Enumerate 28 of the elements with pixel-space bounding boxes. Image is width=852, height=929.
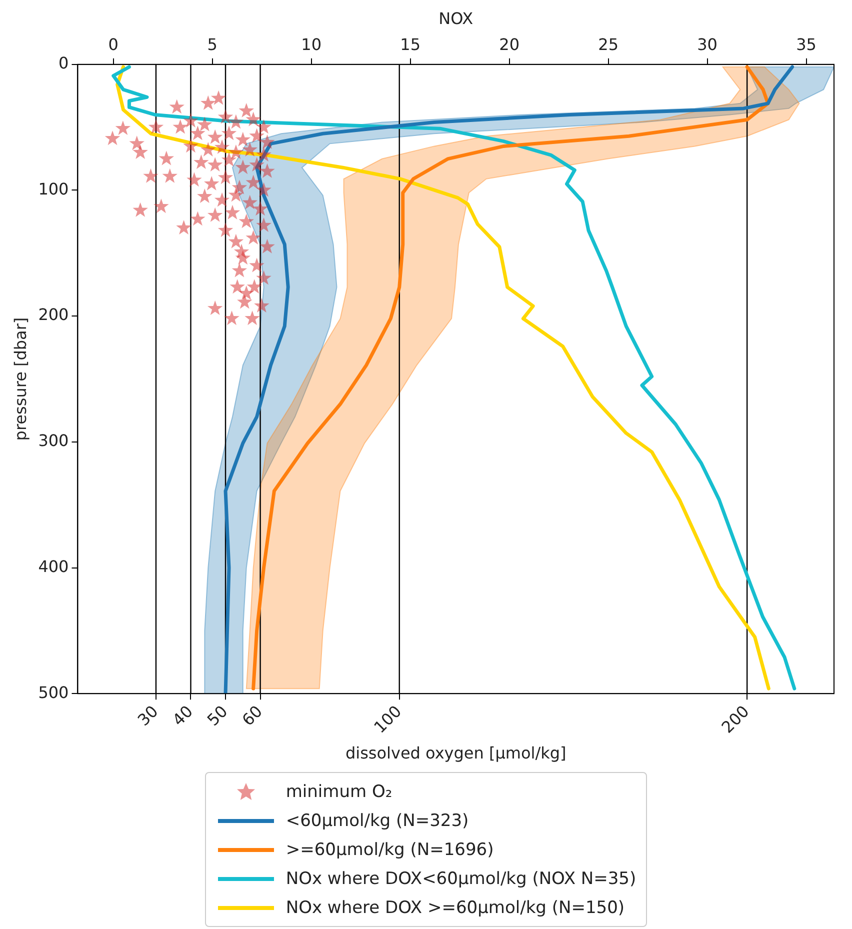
x2-tick-label: 5 [207,34,218,54]
y-tick-label: 0 [58,54,69,73]
y-tick-label: 300 [38,431,69,450]
x2-tick-label: 25 [598,34,618,54]
legend-label: >=60µmol/kg (N=1696) [286,840,494,860]
y-axis-title: pressure [dbar] [10,317,30,441]
y-tick-label: 400 [38,556,69,576]
x-axis-title: dissolved oxygen [µmol/kg] [345,744,566,763]
y-tick-label: 100 [38,179,69,198]
y-tick-label: 500 [38,682,69,702]
x2-tick-label: 20 [499,34,520,54]
x-tick-label: 200 [718,702,753,737]
x2-tick-label: 0 [108,34,118,54]
legend-label: NOx where DOX<60µmol/kg (NOX N=35) [286,868,636,888]
x2-axis-title: NOX [438,8,474,28]
x2-tick-label: 10 [301,34,322,54]
x2-tick-label: 15 [400,34,421,54]
x-tick-label: 100 [370,702,406,737]
legend-label: <60µmol/kg (N=323) [286,810,469,830]
x-tick-label: 30 [134,702,162,730]
x2-tick-label: 30 [697,34,718,54]
y-tick-label: 200 [38,305,69,324]
x-tick-label: 60 [238,702,266,730]
legend-label: minimum O₂ [286,782,392,802]
x-tick-label: 40 [168,702,197,730]
legend-label: NOx where DOX >=60µmol/kg (N=150) [286,898,625,918]
x2-tick-label: 35 [796,34,816,54]
x-tick-label: 50 [203,702,232,730]
